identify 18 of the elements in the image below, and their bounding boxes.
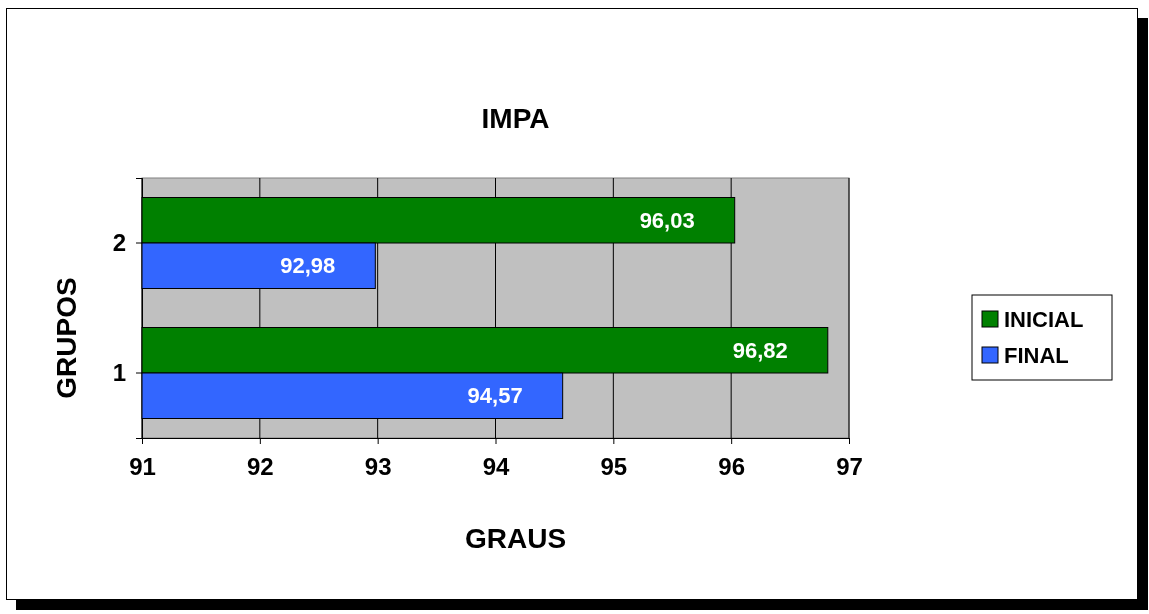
y-tick-label: 2 xyxy=(112,228,126,256)
data-label: 94,57 xyxy=(467,383,523,409)
y-tick-label: 1 xyxy=(112,358,126,386)
x-tick-label: 93 xyxy=(364,453,392,481)
x-tick-label: 96 xyxy=(718,453,746,481)
x-tick-label: 92 xyxy=(246,453,274,481)
legend-label: FINAL xyxy=(1004,342,1069,368)
chart-title: IMPA xyxy=(481,103,550,134)
x-tick-label: 94 xyxy=(482,453,510,481)
x-tick-label: 97 xyxy=(836,453,863,481)
data-label: 96,82 xyxy=(732,337,788,363)
legend-label: INICIAL xyxy=(1004,306,1084,332)
data-label: 92,98 xyxy=(280,253,336,279)
x-tick-label: 91 xyxy=(129,453,156,481)
y-axis-title: GRUPOS xyxy=(51,277,82,399)
data-label: 96,03 xyxy=(639,207,695,233)
x-tick-label: 95 xyxy=(600,453,628,481)
x-axis-title: GRAUS xyxy=(464,523,567,554)
